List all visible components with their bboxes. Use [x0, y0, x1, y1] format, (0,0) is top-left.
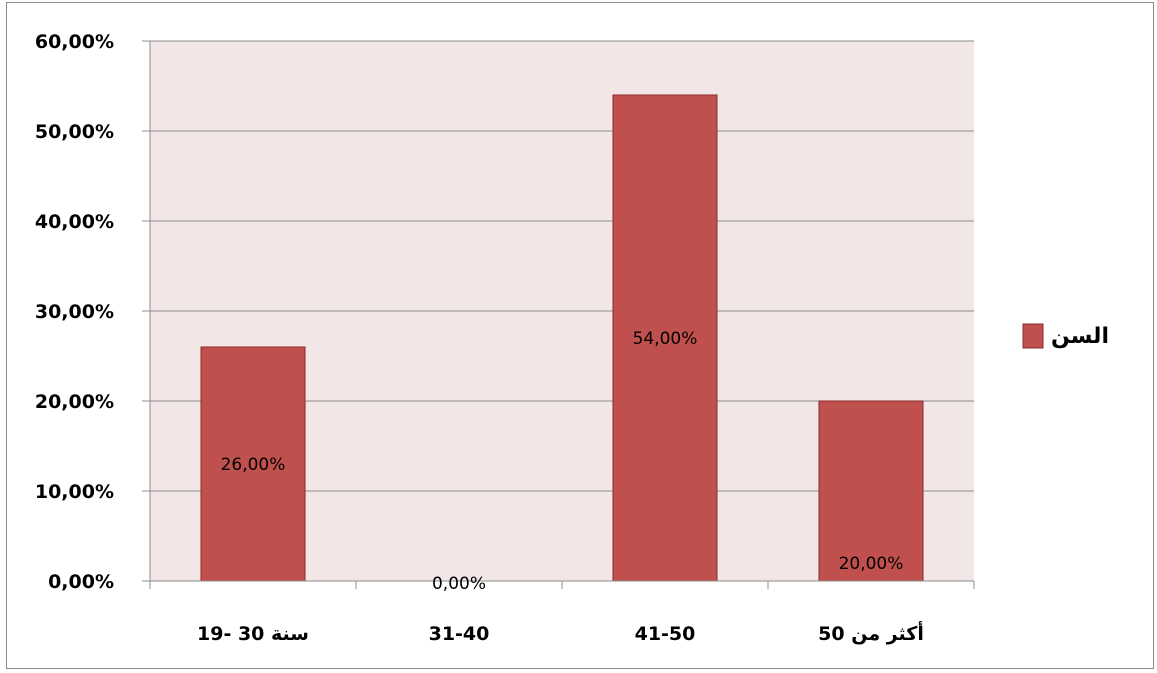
- y-tick-label: 60,00%: [35, 31, 114, 53]
- y-tick-label: 30,00%: [35, 301, 114, 323]
- legend-label: السن: [1051, 324, 1109, 349]
- data-label: 54,00%: [633, 329, 698, 349]
- data-label: 26,00%: [221, 455, 286, 475]
- y-tick-label: 10,00%: [35, 481, 114, 503]
- legend: السن: [1022, 323, 1109, 349]
- bars: [200, 94, 924, 582]
- y-tick-label: 20,00%: [35, 391, 114, 413]
- x-tick-label: 31-40: [429, 623, 490, 645]
- data-label: 20,00%: [839, 554, 904, 574]
- x-tick-label: 19- 30 سنة: [197, 623, 309, 645]
- y-tick-label: 40,00%: [35, 211, 114, 233]
- data-label: 0,00%: [432, 574, 486, 594]
- y-tick-label: 0,00%: [48, 571, 114, 593]
- x-tick-label: 41-50: [635, 623, 696, 645]
- axes: [142, 40, 975, 589]
- legend-swatch: [1022, 323, 1044, 349]
- y-tick-label: 50,00%: [35, 121, 114, 143]
- x-tick-label: أكثر من 50: [818, 621, 924, 645]
- labels: 0,00% 10,00% 20,00% 30,00% 40,00% 50,00% 60,00…: [35, 31, 924, 645]
